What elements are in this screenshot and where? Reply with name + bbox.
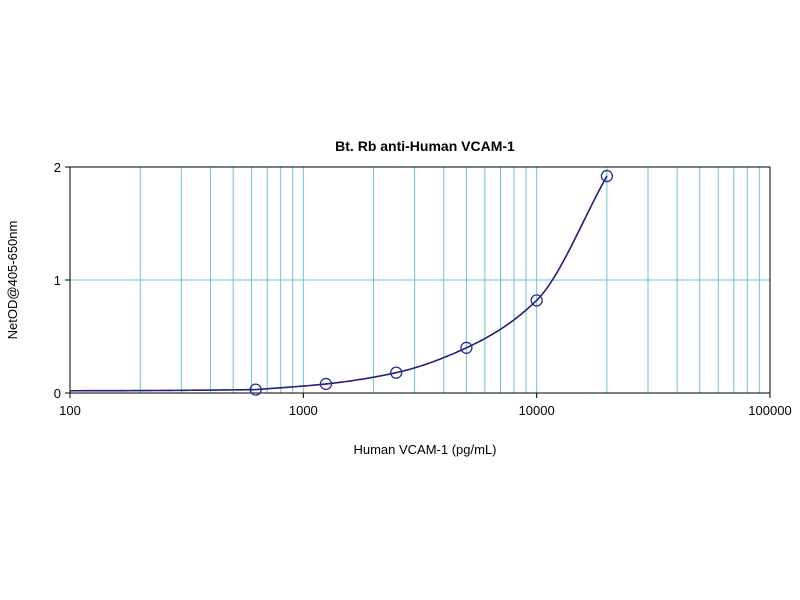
y-tick-label: 0: [54, 386, 61, 401]
y-axis-label: NetOD@405-650nm: [5, 221, 20, 340]
chart-title: Bt. Rb anti-Human VCAM-1: [335, 138, 515, 154]
x-tick-label: 100: [59, 403, 81, 418]
x-tick-label: 10000: [519, 403, 555, 418]
data-point: [600, 169, 614, 183]
y-ticks: 0 1 2: [54, 160, 70, 401]
x-tick-label: 100000: [748, 403, 791, 418]
data-point: [530, 294, 543, 307]
y-tick-label: 2: [54, 160, 61, 175]
x-ticks: 100 1000 10000 100000: [59, 393, 792, 418]
data-point: [460, 341, 473, 354]
fit-curve: [70, 175, 608, 392]
data-point: [249, 383, 262, 396]
data-point: [390, 366, 403, 379]
data-points: [249, 169, 614, 396]
grid: [70, 167, 770, 393]
data-point: [319, 377, 333, 391]
x-tick-label: 1000: [289, 403, 318, 418]
x-axis-label: Human VCAM-1 (pg/mL): [353, 442, 496, 457]
y-tick-label: 1: [54, 273, 61, 288]
